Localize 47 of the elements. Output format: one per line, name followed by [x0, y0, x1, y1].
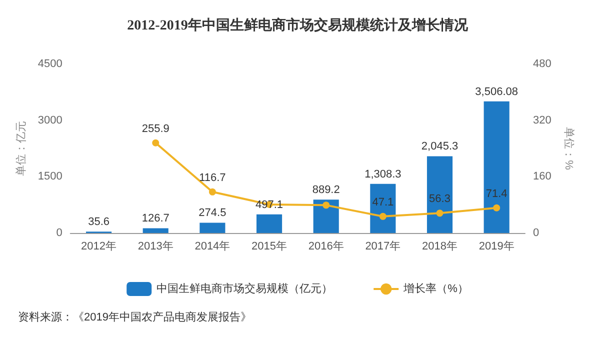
chart-title: 2012-2019年中国生鲜电商市场交易规模统计及增长情况: [127, 16, 469, 34]
y2-tick-label: 480: [533, 58, 552, 70]
bar: [484, 101, 510, 233]
data-label: 255.9: [142, 122, 170, 135]
x-tick-label: 2012年: [81, 240, 117, 252]
data-label: 126.7: [142, 212, 170, 225]
y-tick-label: 4500: [38, 58, 62, 70]
bar: [313, 200, 339, 233]
data-label: 274.5: [198, 207, 226, 220]
y2-tick-label: 160: [533, 170, 552, 183]
x-tick-label: 2017年: [365, 240, 401, 252]
x-tick-label: 2015年: [252, 240, 288, 252]
point: [436, 210, 444, 217]
data-label: 2,045.3: [421, 140, 458, 153]
point: [493, 204, 500, 212]
x-tick-label: 2019年: [478, 240, 514, 252]
data-label: 889.2: [312, 184, 340, 196]
y2-tick-label: 0: [533, 227, 540, 239]
data-label: 3,506.08: [475, 86, 518, 98]
y-axis-title: 单位：亿元: [14, 121, 28, 176]
bar: [426, 156, 453, 233]
data-label: 71.4: [486, 188, 508, 200]
x-tick-label: 2018年: [422, 240, 458, 252]
x-tick-label: 2016年: [308, 240, 344, 252]
text: 资料来源：《2019年中国农产品电商发展报告》: [18, 310, 252, 324]
legend-label: 中国生鲜电商市场交易规模（亿元）: [156, 282, 333, 295]
point: [379, 212, 386, 220]
data-label: 56.3: [429, 193, 450, 206]
bar: [256, 214, 282, 233]
legend-label: 增长率（%）: [402, 282, 468, 295]
y-tick-label: 1500: [38, 170, 62, 183]
bar: [370, 184, 396, 233]
point: [152, 139, 160, 146]
y2-tick-label: 320: [533, 114, 552, 126]
bar: [200, 222, 226, 233]
data-label: 116.7: [199, 172, 226, 184]
data-label: 47.1: [372, 196, 394, 208]
point: [208, 188, 216, 196]
x-tick-label: 2014年: [194, 240, 230, 252]
point: [322, 202, 330, 209]
x-tick-label: 2013年: [138, 240, 174, 252]
data-label: 35.6: [88, 216, 110, 228]
y2-axis-title: 单位：%: [562, 127, 576, 170]
y-tick-label: 3000: [38, 114, 62, 126]
data-label: 1,308.3: [364, 168, 402, 180]
y-tick-label: 0: [56, 227, 62, 239]
bar: [142, 228, 168, 233]
